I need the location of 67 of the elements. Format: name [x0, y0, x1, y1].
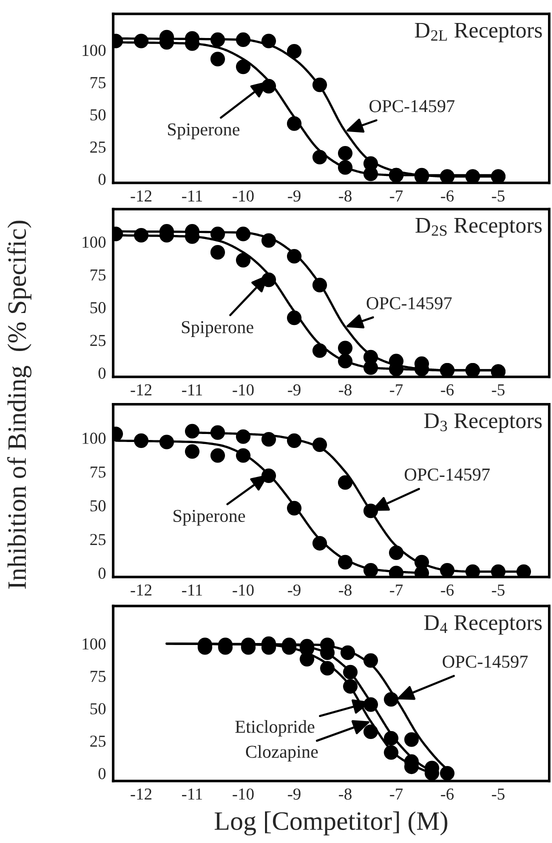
y-tick-label: 75 [90, 269, 106, 281]
y-tick-label: 50 [90, 302, 106, 314]
x-tick-label: -9 [288, 788, 300, 800]
x-tick-label: -7 [390, 190, 403, 202]
annotation: OPC-14597 [442, 656, 528, 668]
x-tick-label: -5 [492, 384, 505, 396]
y-tick-label: 50 [90, 109, 106, 120]
x-tick-label: -7 [390, 384, 403, 396]
x-tick-label: -11 [182, 384, 202, 396]
annotation: OPC-14597 [369, 100, 455, 112]
y-tick-label: 100 [82, 638, 106, 650]
y-tick-label: 50 [90, 703, 106, 714]
x-tick-label: -10 [232, 190, 254, 202]
y-tick-label: 100 [82, 44, 106, 56]
x-tick-label: -6 [440, 584, 454, 596]
chart-title: D$_{2L}$ Receptors [414, 22, 542, 42]
x-tick-label: -12 [130, 584, 152, 596]
y-tick-label: 75 [90, 670, 106, 682]
y-tick-label: 25 [90, 142, 106, 153]
x-tick-label: -8 [338, 788, 352, 800]
y-tick-label: 0 [98, 174, 106, 186]
annotation: Clozapine [246, 745, 318, 762]
y-tick-label: 25 [90, 736, 106, 747]
x-tick-label: -7 [390, 788, 403, 800]
x-tick-label: -5 [492, 788, 505, 800]
x-tick-label: -12 [130, 384, 152, 396]
x-tick-label: -10 [232, 584, 254, 596]
x-tick-label: -11 [182, 584, 202, 596]
annotation: Spiperone [168, 123, 240, 140]
x-tick-label: -12 [130, 190, 152, 202]
x-tick-label: -11 [182, 788, 202, 800]
x-tick-label: -7 [390, 584, 403, 596]
annotation: Spiperone [174, 510, 245, 526]
y-tick-label: 75 [90, 466, 106, 478]
x-tick-label: -9 [288, 190, 300, 202]
annotation: Spiperone [182, 321, 254, 337]
x-tick-label: -6 [440, 190, 454, 202]
y-tick-label: 25 [90, 334, 106, 346]
annotation: OPC-14597 [366, 297, 452, 310]
y-tick-label: 100 [82, 432, 106, 444]
y-tick-label: 100 [82, 236, 106, 248]
y-tick-label: 25 [90, 534, 106, 546]
y-tick-label: 50 [90, 500, 106, 512]
x-tick-label: -5 [492, 584, 505, 596]
x-tick-label: -6 [440, 788, 454, 800]
y-tick-label: 0 [98, 768, 106, 780]
x-tick-label: -9 [288, 384, 300, 396]
y-tick-label: 0 [98, 368, 106, 379]
x-tick-label: -8 [338, 384, 352, 396]
x-tick-label: -5 [492, 190, 505, 202]
x-tick-label: -10 [232, 788, 254, 800]
y-axis-title: Inhibition of Binding (% Specific) [7, 220, 32, 589]
x-tick-label: -11 [182, 190, 202, 202]
chart-title: D$_{3}$ Receptors [424, 413, 542, 433]
x-tick-label: -10 [232, 384, 254, 396]
annotation: OPC-14597 [404, 468, 490, 481]
y-tick-label: 0 [98, 568, 106, 579]
x-tick-label: -8 [338, 190, 352, 202]
y-tick-label: 75 [90, 77, 106, 88]
x-tick-label: -6 [440, 384, 454, 396]
chart-title: D$_{2S}$ Receptors [416, 218, 542, 238]
x-tick-label: -9 [288, 584, 300, 596]
annotation: Eticlopride [235, 720, 314, 737]
chart-title: D$_{4}$ Receptors [424, 615, 542, 635]
x-axis-title: Log [Competitor] (M) [214, 811, 448, 836]
x-tick-label: -8 [338, 584, 352, 596]
x-tick-label: -12 [130, 788, 152, 800]
